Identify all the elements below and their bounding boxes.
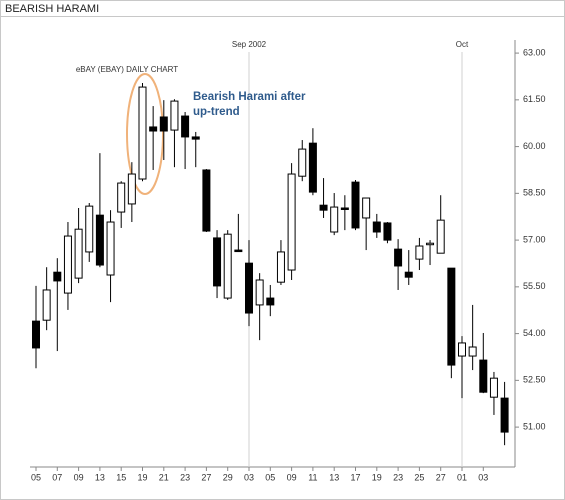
x-tick-label: 19 (372, 472, 382, 482)
x-tick-label: 27 (436, 472, 446, 482)
page-title: BEARISH HARAMI (5, 3, 99, 15)
x-tick-label: 13 (95, 472, 105, 482)
candle-down (149, 126, 158, 132)
candle-up (255, 279, 264, 306)
y-tick-label: 55.50 (523, 281, 546, 291)
candle-up (458, 342, 466, 357)
x-tick-label: 13 (329, 472, 339, 482)
candle-up (42, 289, 51, 321)
x-tick-label: 17 (350, 472, 360, 482)
candle-up (436, 219, 445, 254)
candle-down (53, 271, 62, 282)
y-tick-label: 63.00 (523, 47, 546, 57)
candle-down (351, 181, 360, 229)
x-tick-label: 03 (244, 472, 254, 482)
month-label: Oct (456, 40, 469, 49)
candle-down (32, 320, 40, 349)
candle-down (394, 248, 403, 267)
x-tick-label: 29 (223, 472, 233, 482)
candle-down (245, 262, 253, 314)
candle-up (63, 235, 72, 294)
candle-up (85, 205, 94, 253)
candle-up (298, 148, 307, 177)
candle-down (213, 237, 222, 287)
x-tick-label: 23 (393, 472, 403, 482)
candle-down (500, 397, 509, 433)
candle-down (319, 204, 328, 211)
candle-down (340, 207, 349, 210)
candle-up (362, 197, 371, 219)
x-tick-label: 05 (265, 472, 275, 482)
candle-up (223, 233, 232, 299)
candle-down (372, 221, 381, 233)
x-tick-label: 25 (414, 472, 424, 482)
candle-down (308, 142, 317, 193)
candle-down (95, 214, 104, 266)
candle-up (117, 182, 126, 213)
candle-down (479, 359, 488, 393)
x-tick-label: 19 (137, 472, 147, 482)
x-tick-label: 11 (308, 472, 317, 482)
candle-up (330, 206, 339, 233)
candle-down (191, 136, 200, 140)
candle-up (489, 377, 498, 398)
y-tick-label: 51.00 (523, 421, 546, 431)
chart-subtitle: eBAY (EBAY) DAILY CHART (76, 65, 178, 74)
candle-up (426, 242, 435, 246)
x-tick-label: 09 (287, 472, 297, 482)
annotation: Bearish Harami after up-trend (193, 91, 306, 118)
candle-down (202, 169, 211, 232)
candle-down (447, 267, 456, 366)
x-tick-label: 27 (201, 472, 211, 482)
candle-down (234, 249, 243, 253)
candle-up (74, 228, 83, 279)
y-tick-label: 61.50 (523, 94, 546, 104)
y-tick-label: 60.00 (523, 141, 546, 151)
candle-down (181, 115, 190, 138)
x-tick-label: 07 (52, 472, 62, 482)
x-tick-label: 01 (457, 472, 467, 482)
y-tick-label: 52.50 (523, 375, 546, 385)
y-tick-label: 54.00 (523, 328, 546, 338)
highlight-ellipse (126, 73, 164, 195)
candle-up (106, 221, 115, 276)
y-tick-label: 58.50 (523, 188, 546, 198)
candle-up (276, 251, 285, 283)
candle-up (127, 173, 136, 205)
candle-up (468, 346, 477, 357)
candle-up (415, 245, 424, 260)
x-tick-label: 23 (180, 472, 190, 482)
candle-up (287, 173, 296, 271)
x-tick-label: 05 (31, 472, 41, 482)
candle-down (159, 116, 168, 132)
candle-down (383, 222, 392, 241)
x-tick-label: 03 (478, 472, 488, 482)
x-tick-label: 21 (159, 472, 169, 482)
x-tick-label: 15 (116, 472, 126, 482)
month-label: Sep 2002 (232, 40, 267, 49)
x-tick-label: 09 (74, 472, 84, 482)
candle-up (170, 100, 179, 131)
candle-up (138, 86, 147, 180)
y-tick-label: 57.00 (523, 234, 546, 244)
candle-down (404, 271, 413, 278)
candle-down (266, 297, 275, 306)
